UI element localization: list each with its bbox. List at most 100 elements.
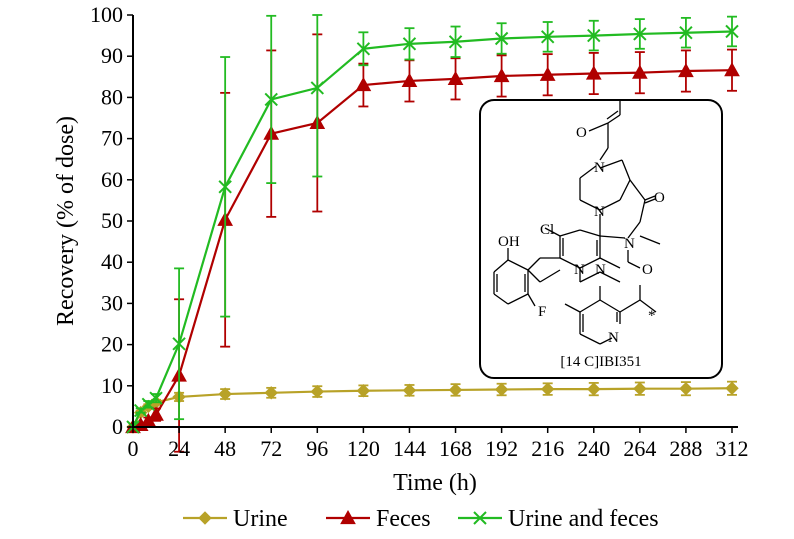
x-tick-label: 48 — [214, 436, 236, 461]
series-layer — [125, 14, 740, 453]
x-tick-label: 24 — [168, 436, 190, 461]
compound-caption: [14 C]IBI351 — [560, 354, 641, 370]
data-point — [494, 382, 509, 397]
atom-label: O — [576, 125, 587, 141]
data-point — [402, 37, 417, 51]
atom-labels: O N N O N Cl OH N N O F N * — [498, 125, 665, 346]
data-point — [585, 65, 602, 80]
data-point — [218, 180, 232, 194]
data-point — [540, 30, 555, 44]
data-point — [402, 383, 417, 398]
series-urine — [126, 380, 739, 434]
series-urine-and-feces — [126, 14, 739, 434]
atom-label: N — [595, 262, 606, 278]
data-point-stroke — [587, 28, 601, 43]
x-tick-label: 288 — [669, 436, 702, 461]
data-point — [539, 66, 556, 81]
legend-item: Feces — [326, 506, 431, 532]
data-point — [540, 382, 555, 396]
x-tick-label: 312 — [716, 436, 749, 461]
atom-label: F — [538, 304, 546, 320]
data-point-stroke — [633, 27, 647, 41]
data-point-stroke — [141, 397, 156, 412]
data-point — [448, 383, 463, 397]
x-tick-label: 0 — [128, 436, 139, 461]
data-point — [679, 381, 693, 396]
data-point-stroke — [133, 403, 148, 418]
atom-label: O — [642, 262, 653, 278]
atom-label: N — [608, 330, 619, 346]
legend-label: Urine — [233, 506, 288, 532]
x-tick-label: 264 — [623, 436, 656, 461]
inset-box — [479, 99, 723, 379]
legend-label: Feces — [376, 506, 431, 532]
atom-label: O — [654, 190, 665, 206]
data-point — [725, 381, 739, 395]
y-tick-label: 20 — [101, 332, 123, 357]
y-tick-label: 40 — [101, 249, 123, 274]
data-point — [198, 511, 212, 525]
x-tick-label: 120 — [347, 436, 380, 461]
data-point — [633, 27, 647, 41]
data-point — [172, 337, 186, 351]
data-point-stroke — [218, 180, 232, 194]
data-point-stroke — [473, 511, 487, 525]
data-point — [356, 42, 371, 56]
molecule-bonds — [493, 100, 661, 345]
y-tick-label: 30 — [101, 290, 123, 315]
data-point — [631, 64, 648, 79]
data-point — [448, 35, 463, 49]
ticks: 0 10 20 30 40 50 60 70 80 90 100 0 24 48 72 96 120 144 168… — [90, 2, 749, 461]
x-tick-label: 216 — [531, 436, 564, 461]
data-point — [679, 26, 693, 40]
legend-item: Urine and feces — [458, 506, 659, 532]
data-point-stroke — [149, 391, 163, 405]
data-point-stroke — [172, 337, 186, 351]
legend-item: Urine — [183, 506, 288, 532]
data-point-stroke — [310, 81, 325, 95]
y-tick-label: 70 — [101, 126, 123, 151]
data-point — [218, 387, 232, 401]
x-tick-label: 192 — [485, 436, 518, 461]
data-point — [133, 403, 148, 418]
data-point-stroke — [540, 30, 555, 44]
data-point — [678, 63, 694, 78]
x-tick-label: 144 — [393, 436, 426, 461]
data-point — [141, 397, 156, 412]
y-tick-label: 80 — [101, 84, 123, 109]
data-point — [356, 384, 371, 398]
atom-label: N — [624, 236, 635, 252]
atom-label: Cl — [540, 222, 554, 238]
atom-label: * — [648, 308, 656, 324]
atom-label: N — [594, 160, 605, 176]
x-axis-title: Time (h) — [393, 470, 477, 496]
legend: Urine Feces Urine and feces — [183, 506, 659, 532]
data-point — [355, 77, 372, 92]
x-tick-label: 240 — [577, 436, 610, 461]
y-tick-label: 60 — [101, 167, 123, 192]
data-point — [148, 406, 164, 421]
data-point — [493, 67, 510, 83]
atom-label: N — [594, 204, 605, 220]
y-tick-label: 90 — [101, 43, 123, 68]
data-point — [724, 62, 740, 77]
y-axis-title: Recovery (% of dose) — [53, 116, 79, 326]
y-tick-label: 0 — [112, 414, 123, 439]
data-point-stroke — [402, 37, 417, 51]
data-point — [494, 31, 509, 46]
data-point — [587, 28, 601, 43]
x-tick-label: 168 — [439, 436, 472, 461]
y-tick-label: 50 — [101, 208, 123, 233]
data-point — [473, 511, 487, 525]
x-tick-label: 96 — [306, 436, 328, 461]
legend-label: Urine and feces — [508, 506, 659, 532]
data-point — [264, 386, 278, 400]
data-point-stroke — [725, 24, 739, 39]
chemical-structure-inset: O N N O N Cl OH N N O F N * [14 C]IBI351 — [479, 99, 723, 379]
data-point — [310, 384, 325, 399]
data-point — [587, 382, 601, 396]
data-point — [310, 81, 325, 95]
y-tick-label: 10 — [101, 373, 123, 398]
data-point — [149, 391, 163, 405]
